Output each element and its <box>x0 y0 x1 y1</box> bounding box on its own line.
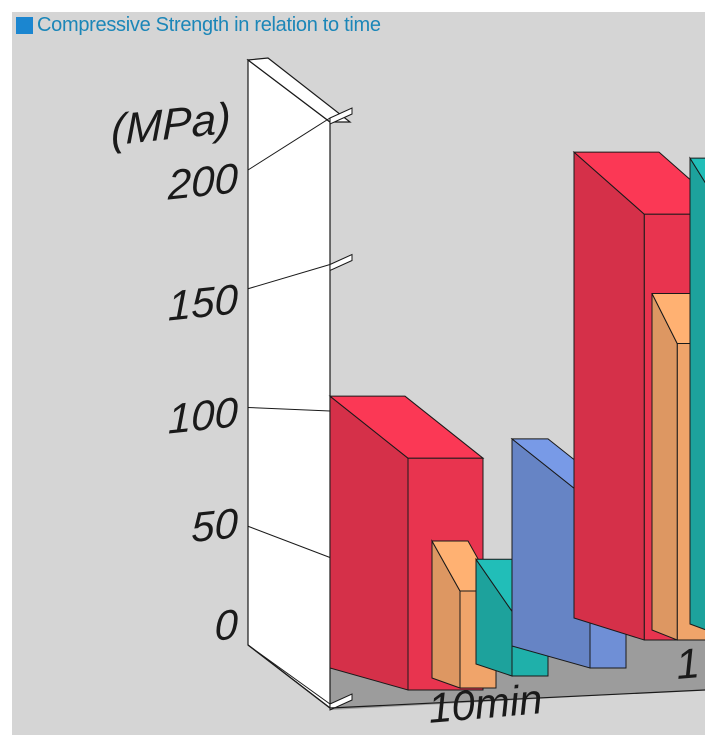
y-gridline-150 <box>247 264 331 290</box>
bar-1-series1-side <box>573 150 645 641</box>
bar-1-series1-top <box>572 151 705 215</box>
bar-1-series3-side <box>689 156 705 631</box>
y-gridline-100 <box>247 407 331 412</box>
y-gridline-50 <box>247 525 331 558</box>
x-axis-baseline <box>329 689 705 709</box>
bar-1-series3-top <box>689 157 705 184</box>
y-tick-notch-200 <box>329 107 353 125</box>
chart-title: Compressive Strength in relation to time <box>16 14 381 37</box>
bar-10min-series1-top <box>328 395 485 459</box>
chart-title-text: Compressive Strength in relation to time <box>37 14 381 36</box>
x-axis-baseline-depth <box>247 644 331 709</box>
title-square-icon <box>16 17 33 34</box>
y-axis-wall <box>247 58 331 710</box>
x-category-label-1: 1 <box>673 639 702 688</box>
x-category-label-10min: 10min <box>426 675 545 732</box>
y-axis-wall-cap <box>246 57 352 123</box>
y-gridline-200 <box>247 117 331 171</box>
bar-1-series2-side <box>651 293 678 641</box>
y-tick-notch-150 <box>329 253 353 272</box>
